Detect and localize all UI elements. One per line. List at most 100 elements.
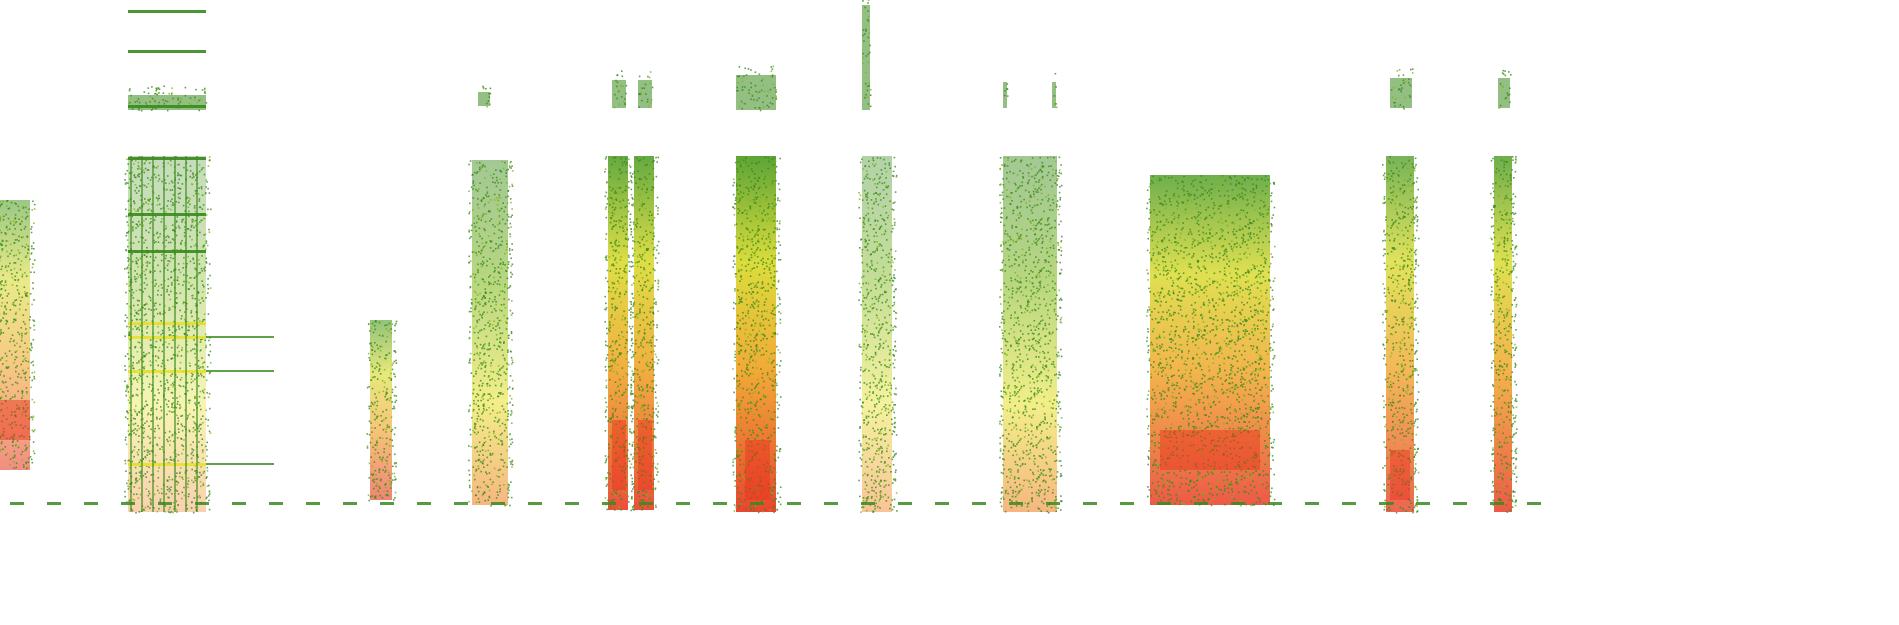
energy-speckle (485, 194, 487, 196)
energy-speckle (479, 235, 481, 238)
energy-speckle (200, 267, 203, 270)
energy-speckle (156, 402, 158, 404)
energy-speckle (385, 469, 387, 472)
energy-speckle (369, 441, 372, 444)
energy-speckle (483, 405, 485, 407)
energy-speckle (0, 217, 2, 219)
energy-speckle (469, 404, 471, 407)
energy-speckle (499, 411, 501, 414)
energy-speckle (492, 327, 494, 329)
energy-speckle (482, 407, 485, 410)
energy-speckle (29, 438, 31, 441)
energy-speckle (126, 239, 129, 241)
energy-speckle (637, 186, 640, 189)
energy-speckle (391, 364, 394, 366)
energy-speckle (756, 314, 759, 317)
energy-speckle (25, 414, 27, 417)
energy-speckle (142, 360, 145, 363)
energy-speckle (609, 168, 611, 171)
energy-speckle (753, 262, 756, 264)
energy-speckle (742, 357, 745, 360)
energy-speckle (739, 327, 742, 330)
energy-speckle (641, 440, 644, 442)
energy-speckle (633, 486, 635, 488)
energy-speckle (641, 339, 644, 342)
energy-speckle (632, 275, 635, 278)
energy-speckle (773, 265, 775, 267)
energy-speckle (140, 375, 142, 378)
energy-speckle (144, 161, 146, 164)
energy-speckle (638, 495, 641, 498)
energy-speckle (506, 317, 509, 320)
energy-speckle (475, 373, 477, 375)
energy-speckle (0, 448, 2, 451)
energy-speckle (474, 171, 476, 174)
energy-speckle (137, 304, 139, 306)
energy-speckle (150, 390, 153, 392)
energy-speckle (650, 345, 653, 347)
energy-speckle (21, 220, 23, 223)
energy-speckle (607, 456, 610, 458)
energy-speckle (504, 252, 506, 255)
energy-speckle (757, 305, 759, 308)
energy-speckle (9, 220, 12, 223)
energy-speckle (0, 295, 1, 297)
energy-speckle (183, 439, 185, 441)
energy-speckle (642, 494, 644, 496)
energy-speckle (31, 461, 34, 464)
energy-speckle (5, 319, 7, 322)
energy-speckle (756, 255, 759, 258)
energy-speckle (473, 359, 475, 361)
energy-speckle (468, 255, 471, 258)
energy-speckle (632, 374, 634, 376)
energy-speckle (472, 315, 475, 317)
energy-speckle (779, 448, 781, 451)
energy-speckle (156, 294, 159, 296)
energy-speckle (483, 437, 486, 439)
energy-speckle (125, 291, 127, 294)
energy-speckle (1, 244, 3, 246)
energy-speckle (389, 397, 392, 399)
energy-speckle (371, 437, 373, 440)
energy-speckle (0, 333, 2, 336)
energy-speckle (159, 233, 162, 235)
energy-speckle (763, 242, 766, 245)
energy-speckle (621, 203, 623, 206)
energy-speckle (740, 429, 743, 432)
energy-speckle (746, 460, 748, 463)
energy-speckle (177, 493, 180, 495)
energy-speckle (771, 370, 774, 372)
energy-speckle (147, 183, 150, 185)
energy-speckle (378, 391, 381, 394)
energy-speckle (510, 496, 513, 499)
energy-speckle (1, 265, 3, 268)
energy-speckle (491, 311, 493, 313)
energy-speckle (732, 178, 735, 181)
energy-speckle (748, 450, 750, 453)
energy-speckle (206, 244, 209, 247)
energy-speckle (756, 196, 759, 199)
energy-speckle (22, 369, 24, 372)
energy-speckle (776, 228, 778, 231)
energy-speckle (392, 479, 394, 481)
energy-speckle (5, 386, 8, 389)
energy-speckle (499, 189, 502, 191)
energy-speckle (630, 311, 632, 313)
energy-speckle (202, 284, 204, 286)
energy-speckle (480, 265, 483, 268)
energy-speckle (743, 186, 746, 189)
energy-speckle (627, 237, 630, 240)
energy-speckle (138, 449, 140, 451)
energy-speckle (760, 259, 763, 262)
energy-speckle (133, 200, 135, 203)
energy-speckle (736, 342, 739, 344)
energy-speckle (612, 209, 614, 212)
energy-speckle (33, 452, 36, 455)
energy-speckle (638, 280, 640, 283)
energy-speckle (605, 357, 608, 359)
energy-speckle (751, 459, 754, 461)
energy-speckle (31, 418, 34, 421)
energy-speckle (15, 424, 17, 426)
energy-speckle (738, 363, 740, 366)
energy-speckle (748, 461, 750, 464)
